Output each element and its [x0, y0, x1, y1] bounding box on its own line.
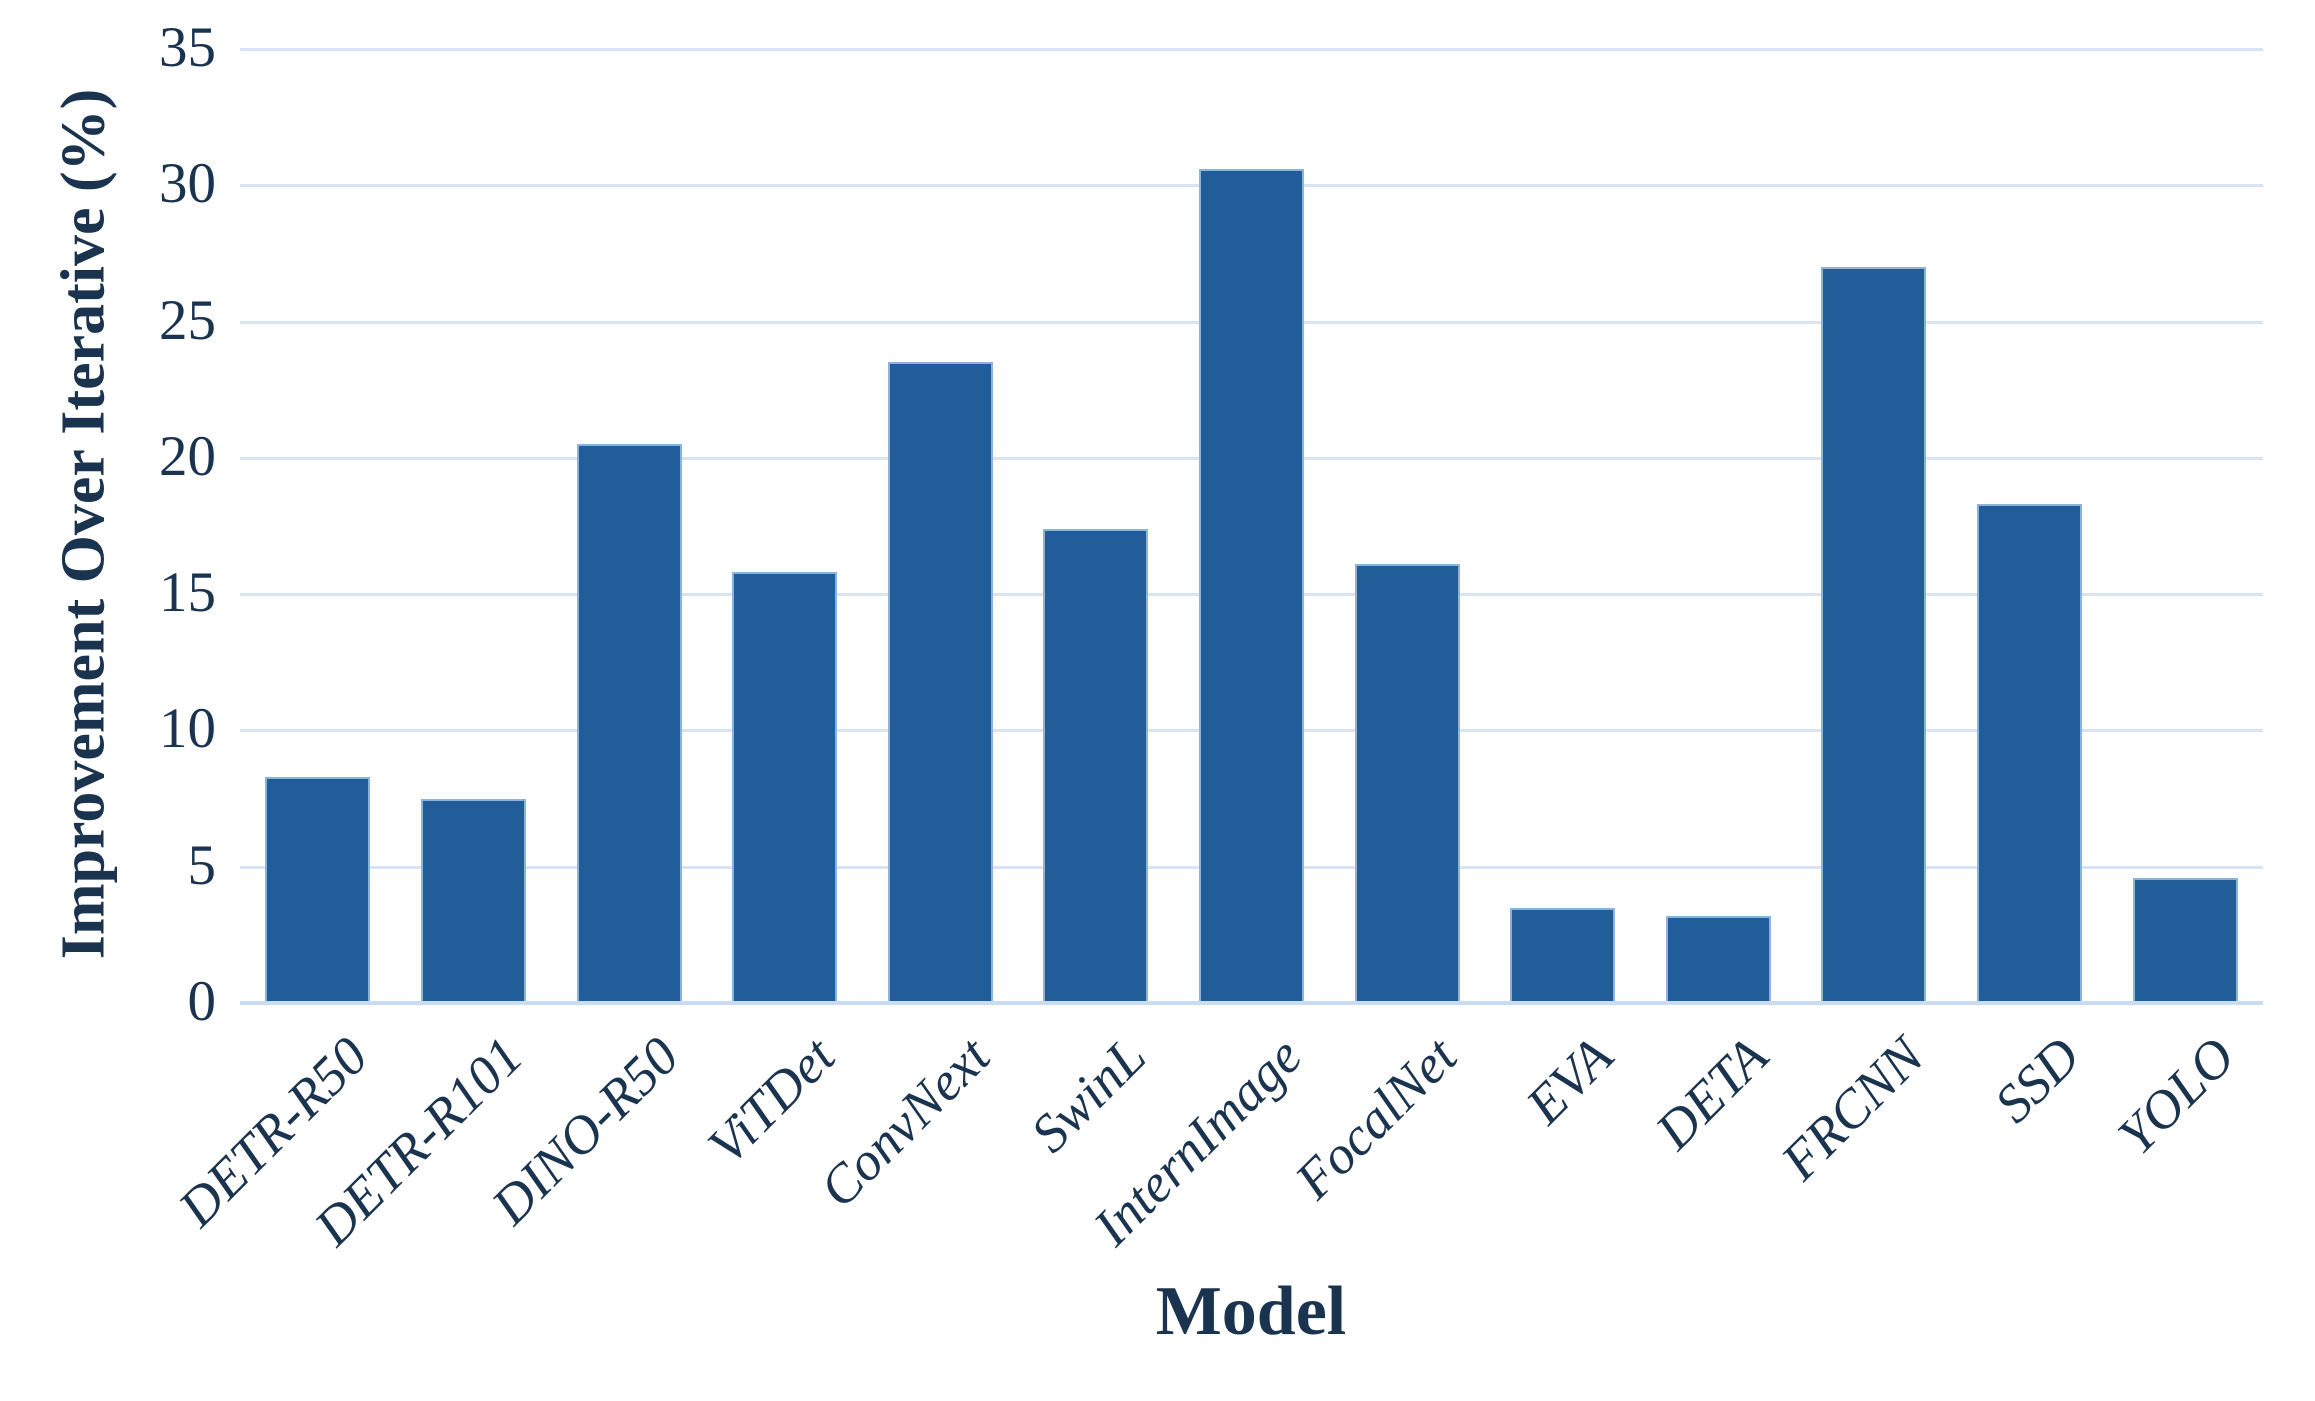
x-category-label-SwinL: SwinL [1019, 1025, 1158, 1164]
y-tick-10: 10 [159, 697, 216, 761]
y-tick-0: 0 [187, 970, 217, 1034]
x-category-label-YOLO: YOLO [2106, 1025, 2247, 1166]
x-category-label-SSD: SSD [1982, 1025, 2091, 1134]
x-category-label-ViTDet: ViTDet [695, 1025, 846, 1176]
x-category-label-FRCNN: FRCNN [1769, 1025, 1936, 1192]
bar-SwinL [1043, 528, 1149, 1003]
y-tick-30: 30 [159, 152, 216, 216]
bar-DINO-R50 [576, 444, 682, 1003]
bar-ConvNext [887, 362, 993, 1003]
gridline-35 [240, 48, 2263, 51]
y-tick-5: 5 [187, 833, 217, 897]
y-tick-25: 25 [159, 288, 216, 352]
bar-DETR-R101 [420, 798, 526, 1003]
bar-FocalNet [1354, 564, 1460, 1003]
bar-YOLO [2132, 877, 2238, 1003]
x-category-label-DETA: DETA [1644, 1025, 1780, 1161]
bar-DETA [1665, 915, 1771, 1003]
bar-FRCNN [1821, 267, 1927, 1003]
plot-area [240, 48, 2263, 1003]
x-category-label-FocalNet: FocalNet [1283, 1025, 1469, 1211]
bar-SSD [1977, 504, 2083, 1003]
x-axis-line [240, 1001, 2263, 1005]
bar-ViTDet [732, 572, 838, 1003]
bar-InternImage [1199, 168, 1304, 1003]
y-tick-20: 20 [159, 425, 216, 489]
y-axis-tick-labels: 0 5 10 15 20 25 30 35 [0, 0, 222, 1401]
y-tick-15: 15 [159, 561, 216, 625]
x-axis-title: Model [1155, 1273, 1347, 1350]
bar-EVA [1510, 907, 1616, 1003]
x-category-label-ConvNext: ConvNext [808, 1025, 1002, 1219]
bar-DETR-R50 [265, 776, 371, 1003]
x-category-label-EVA: EVA [1514, 1025, 1624, 1136]
y-tick-35: 35 [159, 16, 216, 80]
